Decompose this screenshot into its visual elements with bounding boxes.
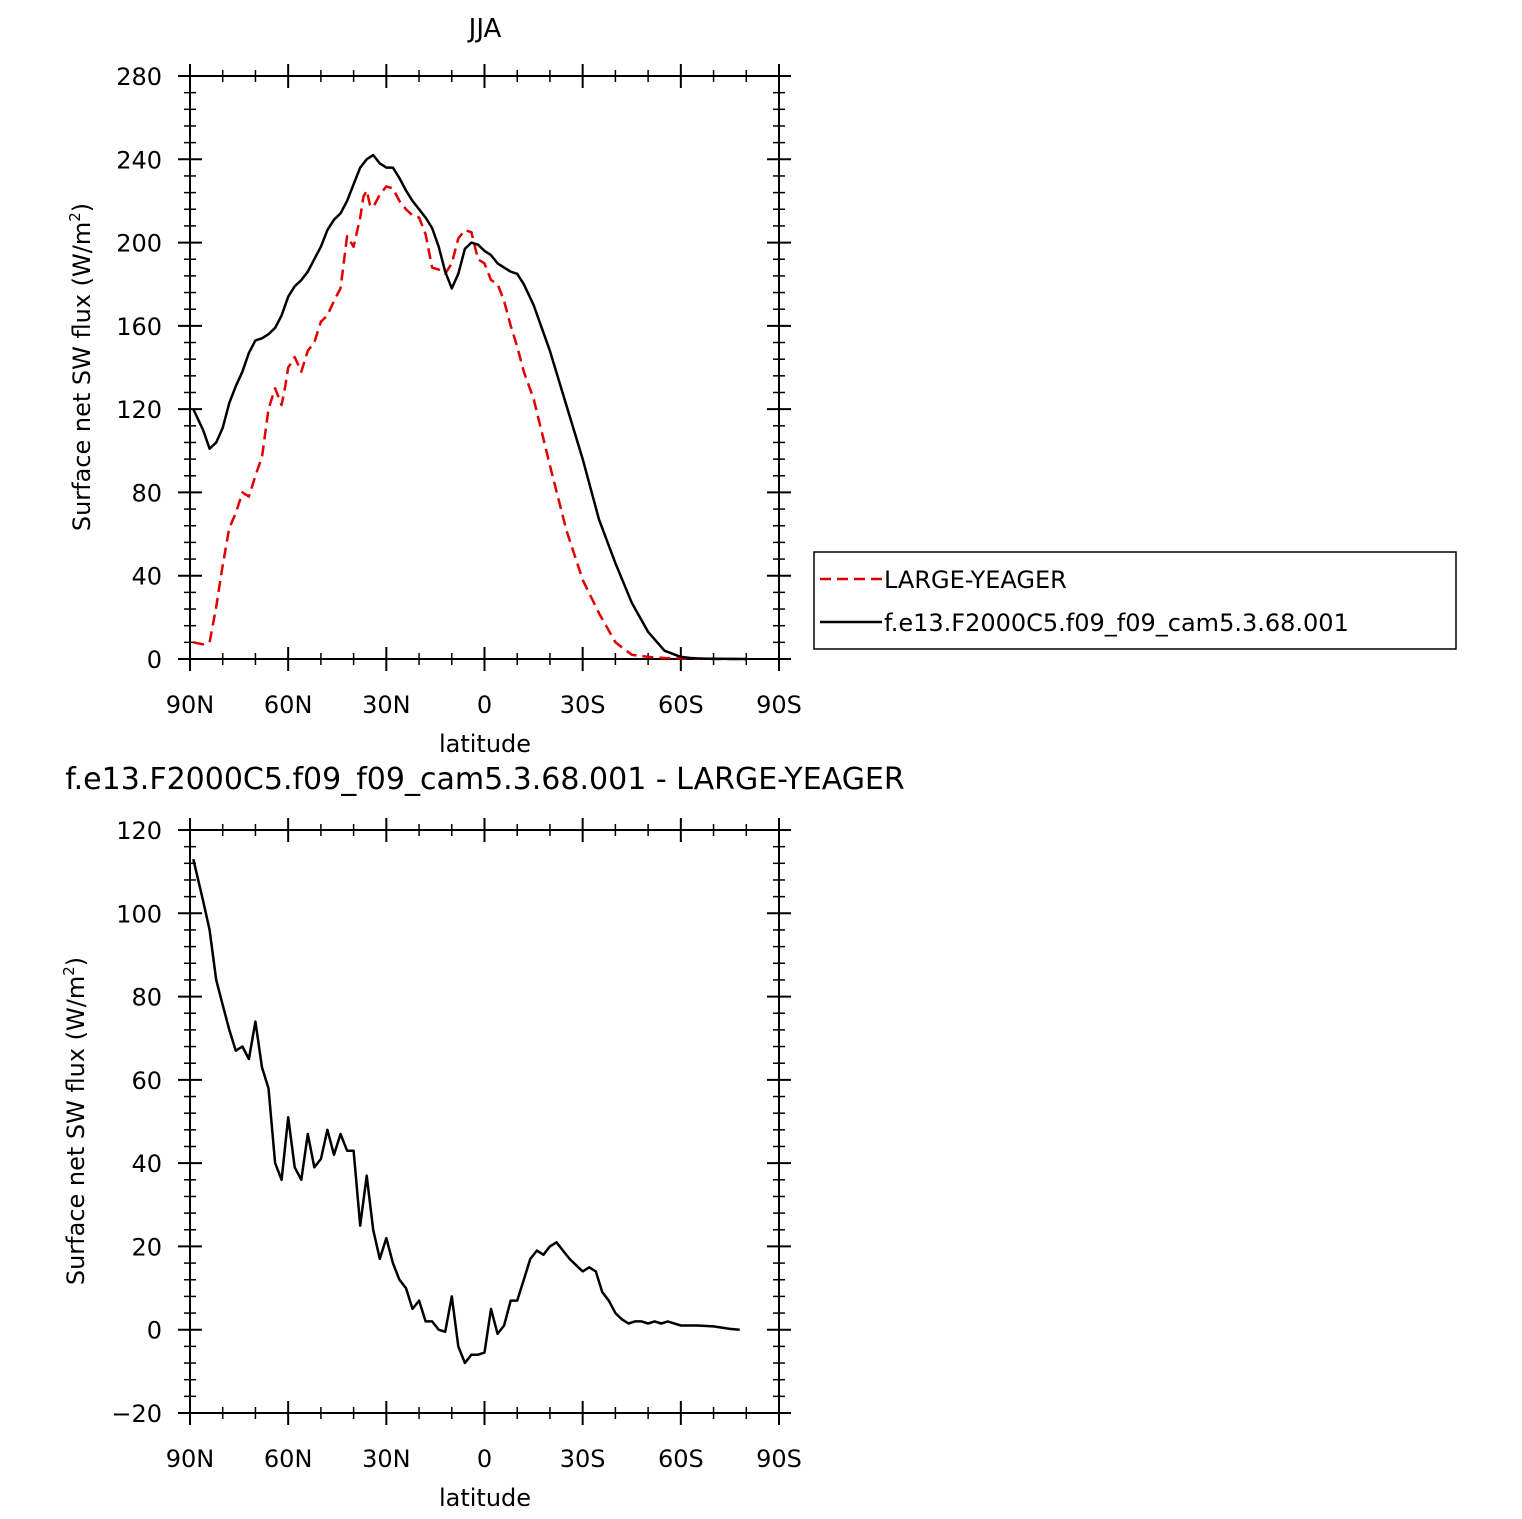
x-tick-label: 30S <box>560 1445 606 1473</box>
x-tick-labels: 90N 60N 30N 0 30S 60S 90S <box>166 1445 802 1473</box>
y-axis-label-main: Surface net SW flux (W/m <box>62 976 90 1285</box>
y-tick-label: 120 <box>116 396 162 424</box>
y-axis-label: Surface net SW flux (W/m2) <box>66 203 96 531</box>
y-tick-label: 200 <box>116 230 162 258</box>
x-axis-label: latitude <box>439 730 531 758</box>
x-tick-label: 60N <box>264 691 313 719</box>
y-axis-label-end: ) <box>62 957 90 966</box>
chart-title: JJA <box>467 14 502 44</box>
legend: LARGE-YEAGER f.e13.F2000C5.f09_f09_cam5.… <box>813 551 1457 650</box>
series-line-f-e13-f2000c5-f09-f09-cam5-3-68-001 <box>192 153 747 661</box>
series-line-difference <box>192 858 740 1365</box>
x-tick-label: 0 <box>477 1445 492 1473</box>
x-tick-label: 90N <box>166 691 215 719</box>
y-tick-label: 0 <box>147 646 162 674</box>
x-tick-label: 30S <box>560 691 606 719</box>
y-axis-label: Surface net SW flux (W/m2) <box>60 957 90 1285</box>
legend-label-large-yeager: LARGE-YEAGER <box>884 566 1067 594</box>
y-tick-label: 280 <box>116 63 162 91</box>
y-tick-label: −20 <box>111 1400 162 1428</box>
legend-box <box>813 551 1457 650</box>
x-tick-label: 0 <box>477 691 492 719</box>
legend-label-cam5: f.e13.F2000C5.f09_f09_cam5.3.68.001 <box>884 609 1349 637</box>
y-tick-label: 40 <box>131 1150 162 1178</box>
x-tick-label: 60S <box>658 691 704 719</box>
bottom-chart: f.e13.F2000C5.f09_f09_cam5.3.68.001 - LA… <box>60 762 905 1512</box>
y-axis-label-end: ) <box>68 203 96 212</box>
x-axis-label: latitude <box>439 1484 531 1512</box>
y-axis-label-superscript: 2 <box>66 212 84 222</box>
y-tick-label: 0 <box>147 1317 162 1345</box>
y-tick-label: 240 <box>116 146 162 174</box>
x-tick-label: 90S <box>756 1445 802 1473</box>
y-tick-label: 60 <box>131 1067 162 1095</box>
y-tick-label: 40 <box>131 563 162 591</box>
chart-title: f.e13.F2000C5.f09_f09_cam5.3.68.001 - LA… <box>65 762 905 797</box>
x-tick-label: 30N <box>362 1445 411 1473</box>
y-tick-label: 100 <box>116 900 162 928</box>
data-series <box>192 153 747 661</box>
y-tick-label: 80 <box>131 984 162 1012</box>
x-tick-label: 90N <box>166 1445 215 1473</box>
axis-ticks <box>178 64 791 671</box>
top-chart: JJA 0 40 80 120 160 200 240 280 90N 60N 30N 0 30S 60… <box>66 14 1457 758</box>
y-tick-labels: −20 0 20 40 60 80 100 120 <box>111 817 162 1428</box>
x-tick-label: 90S <box>756 691 802 719</box>
y-tick-label: 160 <box>116 313 162 341</box>
y-tick-label: 120 <box>116 817 162 845</box>
series-line-large-yeager <box>193 185 747 661</box>
x-tick-label: 60S <box>658 1445 704 1473</box>
x-tick-label: 60N <box>264 1445 313 1473</box>
y-axis-label-superscript: 2 <box>60 966 78 976</box>
y-tick-label: 80 <box>131 479 162 507</box>
y-tick-label: 20 <box>131 1233 162 1261</box>
data-series <box>192 858 740 1365</box>
x-tick-labels: 90N 60N 30N 0 30S 60S 90S <box>166 691 802 719</box>
plot-frame <box>189 75 780 660</box>
y-axis-label-main: Surface net SW flux (W/m <box>68 222 96 531</box>
axis-ticks <box>178 818 791 1425</box>
y-tick-labels: 0 40 80 120 160 200 240 280 <box>116 63 162 674</box>
x-tick-label: 30N <box>362 691 411 719</box>
